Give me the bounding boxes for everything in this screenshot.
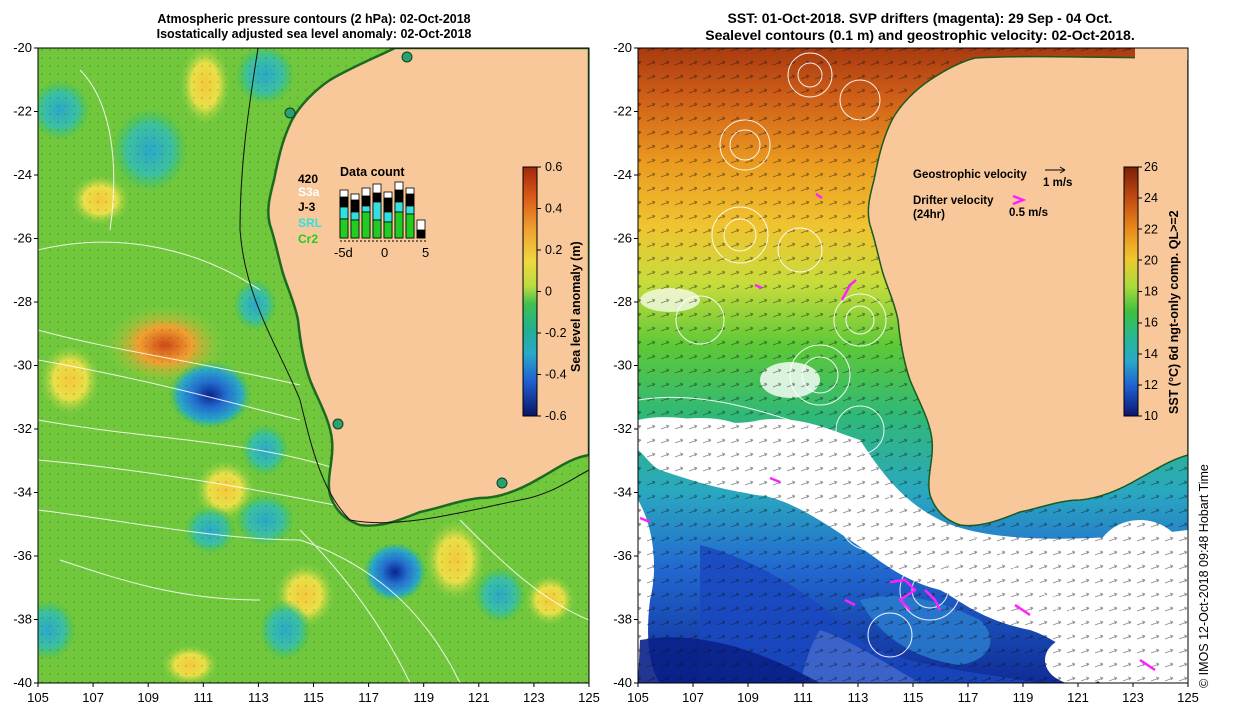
sst-colorbar-tick: 20	[1144, 253, 1158, 267]
lon-tick-label: 107	[82, 690, 104, 705]
sst-colorbar-tick: 18	[1144, 285, 1158, 299]
lat-tick-label: -34	[613, 485, 632, 500]
sea-level-colorbar-tick: -0.4	[545, 368, 567, 382]
lat-tick-label: -24	[13, 167, 32, 182]
lon-tick-label: 111	[793, 690, 813, 705]
lon-tick-label: 125	[578, 690, 600, 705]
lon-tick-label: 115	[303, 690, 324, 705]
lat-tick-label: -30	[13, 358, 32, 373]
data-count-legend-s3a: S3a	[298, 185, 320, 199]
lat-tick-label: -36	[613, 548, 632, 563]
sst-colorbar-tick: 14	[1144, 347, 1158, 361]
sst-colorbar-tick: 22	[1144, 222, 1158, 236]
lon-tick-label: 113	[248, 690, 269, 705]
lat-tick-label: -20	[613, 40, 632, 55]
data-count-tick-neg5: -5d	[334, 245, 353, 260]
sea-level-colorbar-label: Sea level anomaly (m)	[569, 241, 583, 372]
sea-level-anomaly-map	[38, 48, 589, 683]
australia-land-right	[867, 55, 1188, 527]
lat-tick-label: -20	[13, 40, 32, 55]
lat-tick-label: -28	[13, 294, 32, 309]
lat-tick-label: -40	[613, 675, 632, 690]
left-panel-title: Atmospheric pressure contours (2 hPa): 0…	[38, 12, 590, 42]
sea-level-colorbar	[522, 166, 541, 417]
right-panel-title: SST: 01-Oct-2018. SVP drifters (magenta)…	[640, 10, 1200, 44]
lon-tick-label: 121	[1067, 690, 1089, 705]
geostrophic-velocity-scale: 1 m/s	[1043, 177, 1073, 189]
lon-tick-label: 117	[958, 690, 979, 705]
sst-map	[638, 48, 1188, 683]
lat-tick-label: -32	[13, 421, 32, 436]
lat-tick-label: -22	[613, 104, 632, 119]
sea-level-colorbar-tick: -0.6	[545, 409, 567, 423]
velocity-legend	[1012, 166, 1066, 206]
lon-tick-label: 121	[468, 690, 490, 705]
data-count-chart	[339, 181, 426, 242]
lon-tick-label: 111	[193, 690, 213, 705]
lat-tick-label: -26	[13, 231, 32, 246]
lat-tick-label: -28	[613, 294, 632, 309]
lat-tick-label: -40	[13, 675, 32, 690]
pressure-contours	[38, 69, 589, 683]
sst-colorbar-tick: 26	[1144, 160, 1158, 174]
lat-tick-label: -26	[613, 231, 632, 246]
sst-colorbar-tick: 10	[1144, 409, 1158, 423]
lat-tick-label: -38	[13, 612, 32, 627]
sea-level-colorbar-tick: 0	[545, 285, 552, 299]
station-markers	[284, 51, 508, 489]
data-count-legend-srl: SRL	[298, 216, 322, 230]
sea-level-colorbar-tick: 0.2	[545, 243, 562, 257]
lon-tick-label: 123	[1122, 690, 1144, 705]
lon-tick-label: 125	[1177, 690, 1199, 705]
lon-tick-label: 109	[137, 690, 159, 705]
right-title-line2: Sealevel contours (0.1 m) and geostrophi…	[705, 27, 1135, 43]
left-title-line1: Atmospheric pressure contours (2 hPa): 0…	[157, 12, 471, 26]
geostrophic-velocity-label: Geostrophic velocity	[913, 169, 1027, 181]
lat-tick-label: -32	[613, 421, 632, 436]
lat-tick-label: -24	[613, 167, 632, 182]
lat-tick-label: -30	[613, 358, 632, 373]
data-count-legend-420: 420	[298, 172, 319, 186]
geostrophic-arrow-icon	[1045, 166, 1066, 174]
data-count-tick-5: 5	[422, 245, 430, 260]
lon-tick-label: 123	[523, 690, 545, 705]
sst-colorbar-label: SST (°C) 6d ngt-only comp. QL>=2	[1167, 210, 1181, 414]
drifter-arrow-icon	[1012, 194, 1027, 206]
lon-tick-label: 117	[358, 690, 379, 705]
sea-level-colorbar-tick: -0.2	[545, 326, 567, 340]
sst-colorbar-tick: 12	[1144, 378, 1158, 392]
lon-tick-label: 105	[627, 690, 649, 705]
lat-tick-label: -22	[13, 104, 32, 119]
lon-tick-label: 115	[903, 690, 924, 705]
drifter-velocity-period: (24hr)	[913, 209, 945, 221]
data-count-tick-0: 0	[381, 245, 389, 260]
lon-tick-label: 107	[682, 690, 704, 705]
data-count-legend-cr2: Cr2	[298, 232, 319, 246]
sea-level-colorbar-tick: 0.6	[545, 160, 562, 174]
sst-colorbar-tick: 24	[1144, 191, 1158, 205]
lat-tick-label: -38	[613, 612, 632, 627]
sealevel-contours	[638, 52, 1101, 661]
lon-tick-label: 119	[1013, 690, 1034, 705]
lon-tick-label: 105	[27, 690, 49, 705]
data-count-legend-j3: J-3	[298, 200, 316, 214]
left-title-line2: Isostatically adjusted sea level anomaly…	[156, 27, 472, 41]
right-title-line1: SST: 01-Oct-2018. SVP drifters (magenta)…	[727, 10, 1113, 26]
sst-colorbar-tick: 16	[1144, 316, 1158, 330]
data-count-title: Data count	[340, 165, 405, 179]
sst-colorbar	[1123, 166, 1142, 417]
sea-level-colorbar-tick: 0.4	[545, 202, 562, 216]
lon-tick-label: 113	[848, 690, 869, 705]
lat-tick-label: -34	[13, 485, 32, 500]
lon-tick-label: 109	[737, 690, 759, 705]
drifter-velocity-label: Drifter velocity	[913, 195, 994, 207]
australia-land-left	[267, 48, 589, 527]
lon-tick-label: 119	[413, 690, 434, 705]
credit-text: © IMOS 12-Oct-2018 09:48 Hobart Time	[1197, 464, 1211, 688]
drifter-velocity-scale: 0.5 m/s	[1009, 207, 1048, 219]
drifter-tracks	[639, 192, 1156, 672]
lat-tick-label: -36	[13, 548, 32, 563]
